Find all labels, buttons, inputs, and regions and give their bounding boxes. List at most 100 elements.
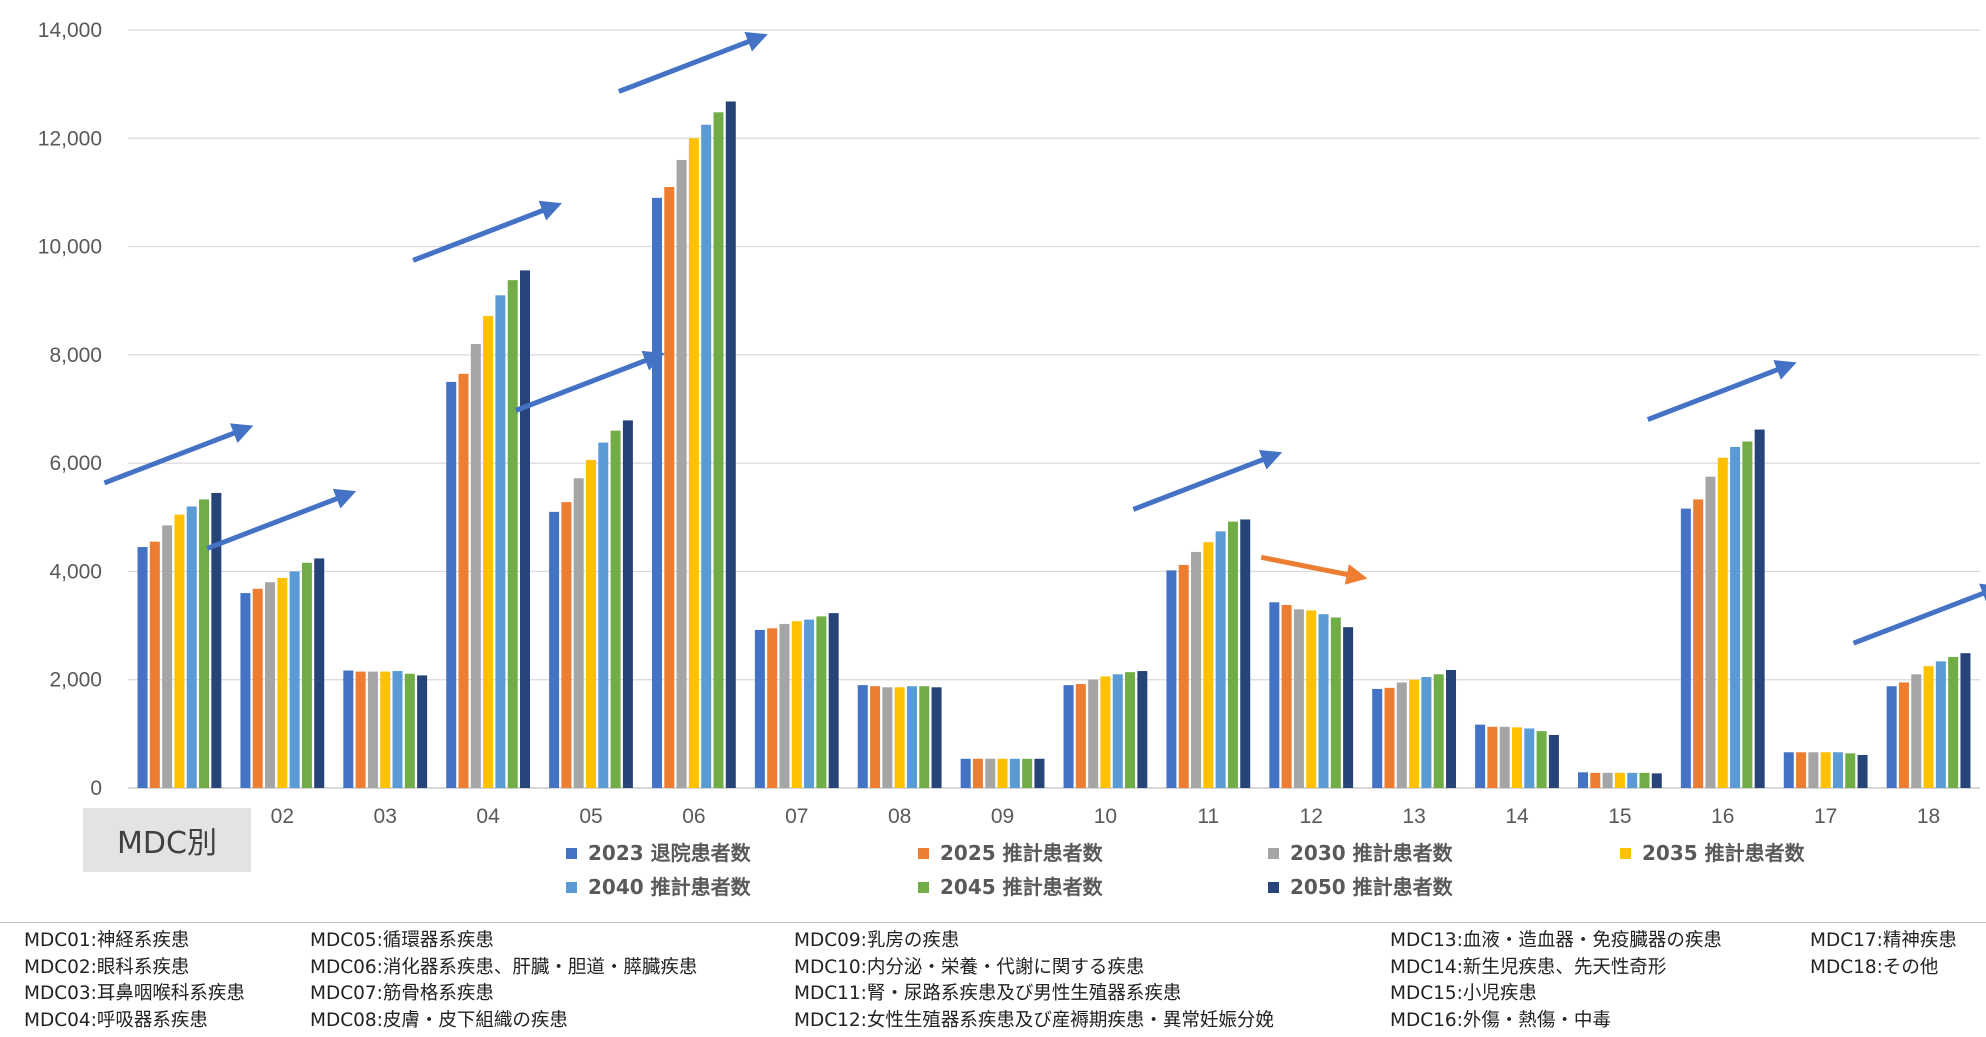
note-item: MDC16:外傷・熱傷・中毒 — [1390, 1009, 1611, 1031]
y-tick-label: 6,000 — [49, 452, 102, 475]
legend-label: 2040 推計患者数 — [588, 875, 752, 899]
bar — [1499, 726, 1510, 788]
legend-label: 2045 推計患者数 — [940, 875, 1104, 899]
bar — [1512, 727, 1522, 788]
bar — [1034, 758, 1045, 788]
bar — [713, 112, 724, 789]
y-tick-label: 10,000 — [38, 236, 102, 259]
bar — [1112, 674, 1123, 788]
bar — [1293, 609, 1304, 788]
bar — [1845, 753, 1856, 788]
bar — [446, 381, 457, 788]
bar — [1306, 610, 1317, 788]
y-tick-label: 4,000 — [49, 560, 102, 583]
bar — [483, 315, 494, 788]
bar — [343, 670, 354, 788]
x-tick-label: 07 — [785, 805, 808, 828]
bar — [1627, 772, 1638, 788]
bar — [1330, 617, 1341, 788]
bar — [1372, 688, 1383, 788]
bar — [404, 673, 415, 788]
legend-swatch — [1620, 848, 1631, 859]
bar — [651, 197, 662, 789]
bar — [149, 541, 160, 788]
bar — [906, 686, 917, 788]
x-tick-label: 06 — [682, 805, 705, 828]
x-tick-label: 03 — [374, 805, 397, 828]
bar — [960, 758, 971, 788]
bar — [1075, 684, 1086, 788]
x-tick-label: 13 — [1402, 805, 1425, 828]
mdc-notes: MDC01:神経系疾患 MDC02:眼科系疾患 MDC03:耳鼻咽喉科系疾患 M… — [0, 928, 1986, 1037]
x-tick-label: 02 — [271, 805, 294, 828]
x-tick-label: 12 — [1300, 805, 1323, 828]
trend-arrow — [103, 423, 254, 486]
bar — [931, 687, 942, 788]
bar — [1536, 731, 1547, 788]
trend-arrow — [412, 200, 562, 263]
legend-label: 2035 推計患者数 — [1642, 841, 1806, 865]
x-tick-label: 14 — [1505, 805, 1529, 828]
bar — [301, 562, 312, 788]
legend-label: 2025 推計患者数 — [940, 841, 1104, 865]
bar — [882, 687, 893, 788]
bar — [1935, 661, 1946, 788]
note-item: MDC14:新生児疾患、先天性奇形 — [1390, 956, 1667, 978]
trend-arrow — [1852, 583, 1986, 646]
bar — [1614, 772, 1625, 788]
bar — [1281, 604, 1292, 788]
note-item: MDC11:腎・尿路系疾患及び男性生殖器系疾患 — [794, 983, 1182, 1004]
bar — [1009, 758, 1020, 788]
bar — [676, 159, 687, 788]
bar — [767, 628, 778, 788]
bar — [549, 511, 560, 788]
x-tick-label: 08 — [888, 805, 911, 828]
note-item: MDC01:神経系疾患 — [24, 930, 190, 951]
bar — [610, 430, 621, 788]
trend-arrow — [206, 488, 357, 551]
bar — [211, 492, 222, 788]
bar — [919, 686, 930, 788]
bar — [1705, 476, 1716, 788]
note-item: MDC09:乳房の疾患 — [794, 930, 960, 951]
notes-column-1: MDC01:神経系疾患 MDC02:眼科系疾患 MDC03:耳鼻咽喉科系疾患 M… — [24, 928, 245, 1034]
bar — [137, 547, 148, 788]
note-item: MDC17:精神疾患 — [1810, 930, 1957, 951]
bar — [1178, 564, 1189, 788]
bar — [1948, 656, 1959, 788]
bar — [985, 758, 996, 788]
legend-swatch — [566, 848, 577, 859]
bar — [240, 593, 251, 788]
bar — [1166, 570, 1177, 788]
bar — [1433, 674, 1444, 788]
bar — [1796, 752, 1807, 788]
bar — [1602, 772, 1613, 788]
bar — [779, 623, 790, 788]
note-item: MDC10:内分泌・栄養・代謝に関する疾患 — [794, 956, 1145, 978]
bar — [1215, 531, 1226, 788]
y-axis-ticks: 0 2,000 4,000 6,000 8,000 10,000 12,000 14,000 — [38, 19, 102, 800]
bar — [392, 671, 403, 788]
x-tick-label: 15 — [1608, 805, 1631, 828]
bar — [561, 502, 572, 788]
legend-label: 2023 退院患者数 — [588, 841, 752, 865]
bar — [1898, 682, 1909, 788]
bar — [1577, 772, 1588, 788]
bar — [870, 686, 881, 788]
notes-column-2: MDC05:循環器系疾患 MDC06:消化器系疾患、肝臓・胆道・膵臓疾患 MDC… — [310, 928, 697, 1034]
x-tick-label: 04 — [476, 805, 500, 828]
legend: 2023 退院患者数 2025 推計患者数 2030 推計患者数 2035 推計患者数… — [566, 841, 1806, 899]
bar — [289, 571, 300, 788]
bar — [417, 675, 428, 788]
x-tick-label: 05 — [579, 805, 602, 828]
bar — [816, 616, 827, 788]
bar — [1125, 672, 1136, 788]
bar — [1318, 614, 1329, 788]
note-item: MDC04:呼吸器系疾患 — [24, 1009, 208, 1031]
bar — [458, 373, 469, 788]
legend-swatch — [918, 882, 929, 893]
note-item: MDC12:女性生殖器系疾患及び産褥期疾患・異常妊娠分娩 — [794, 1009, 1274, 1031]
bar — [1820, 752, 1831, 788]
y-tick-label: 14,000 — [38, 19, 102, 42]
